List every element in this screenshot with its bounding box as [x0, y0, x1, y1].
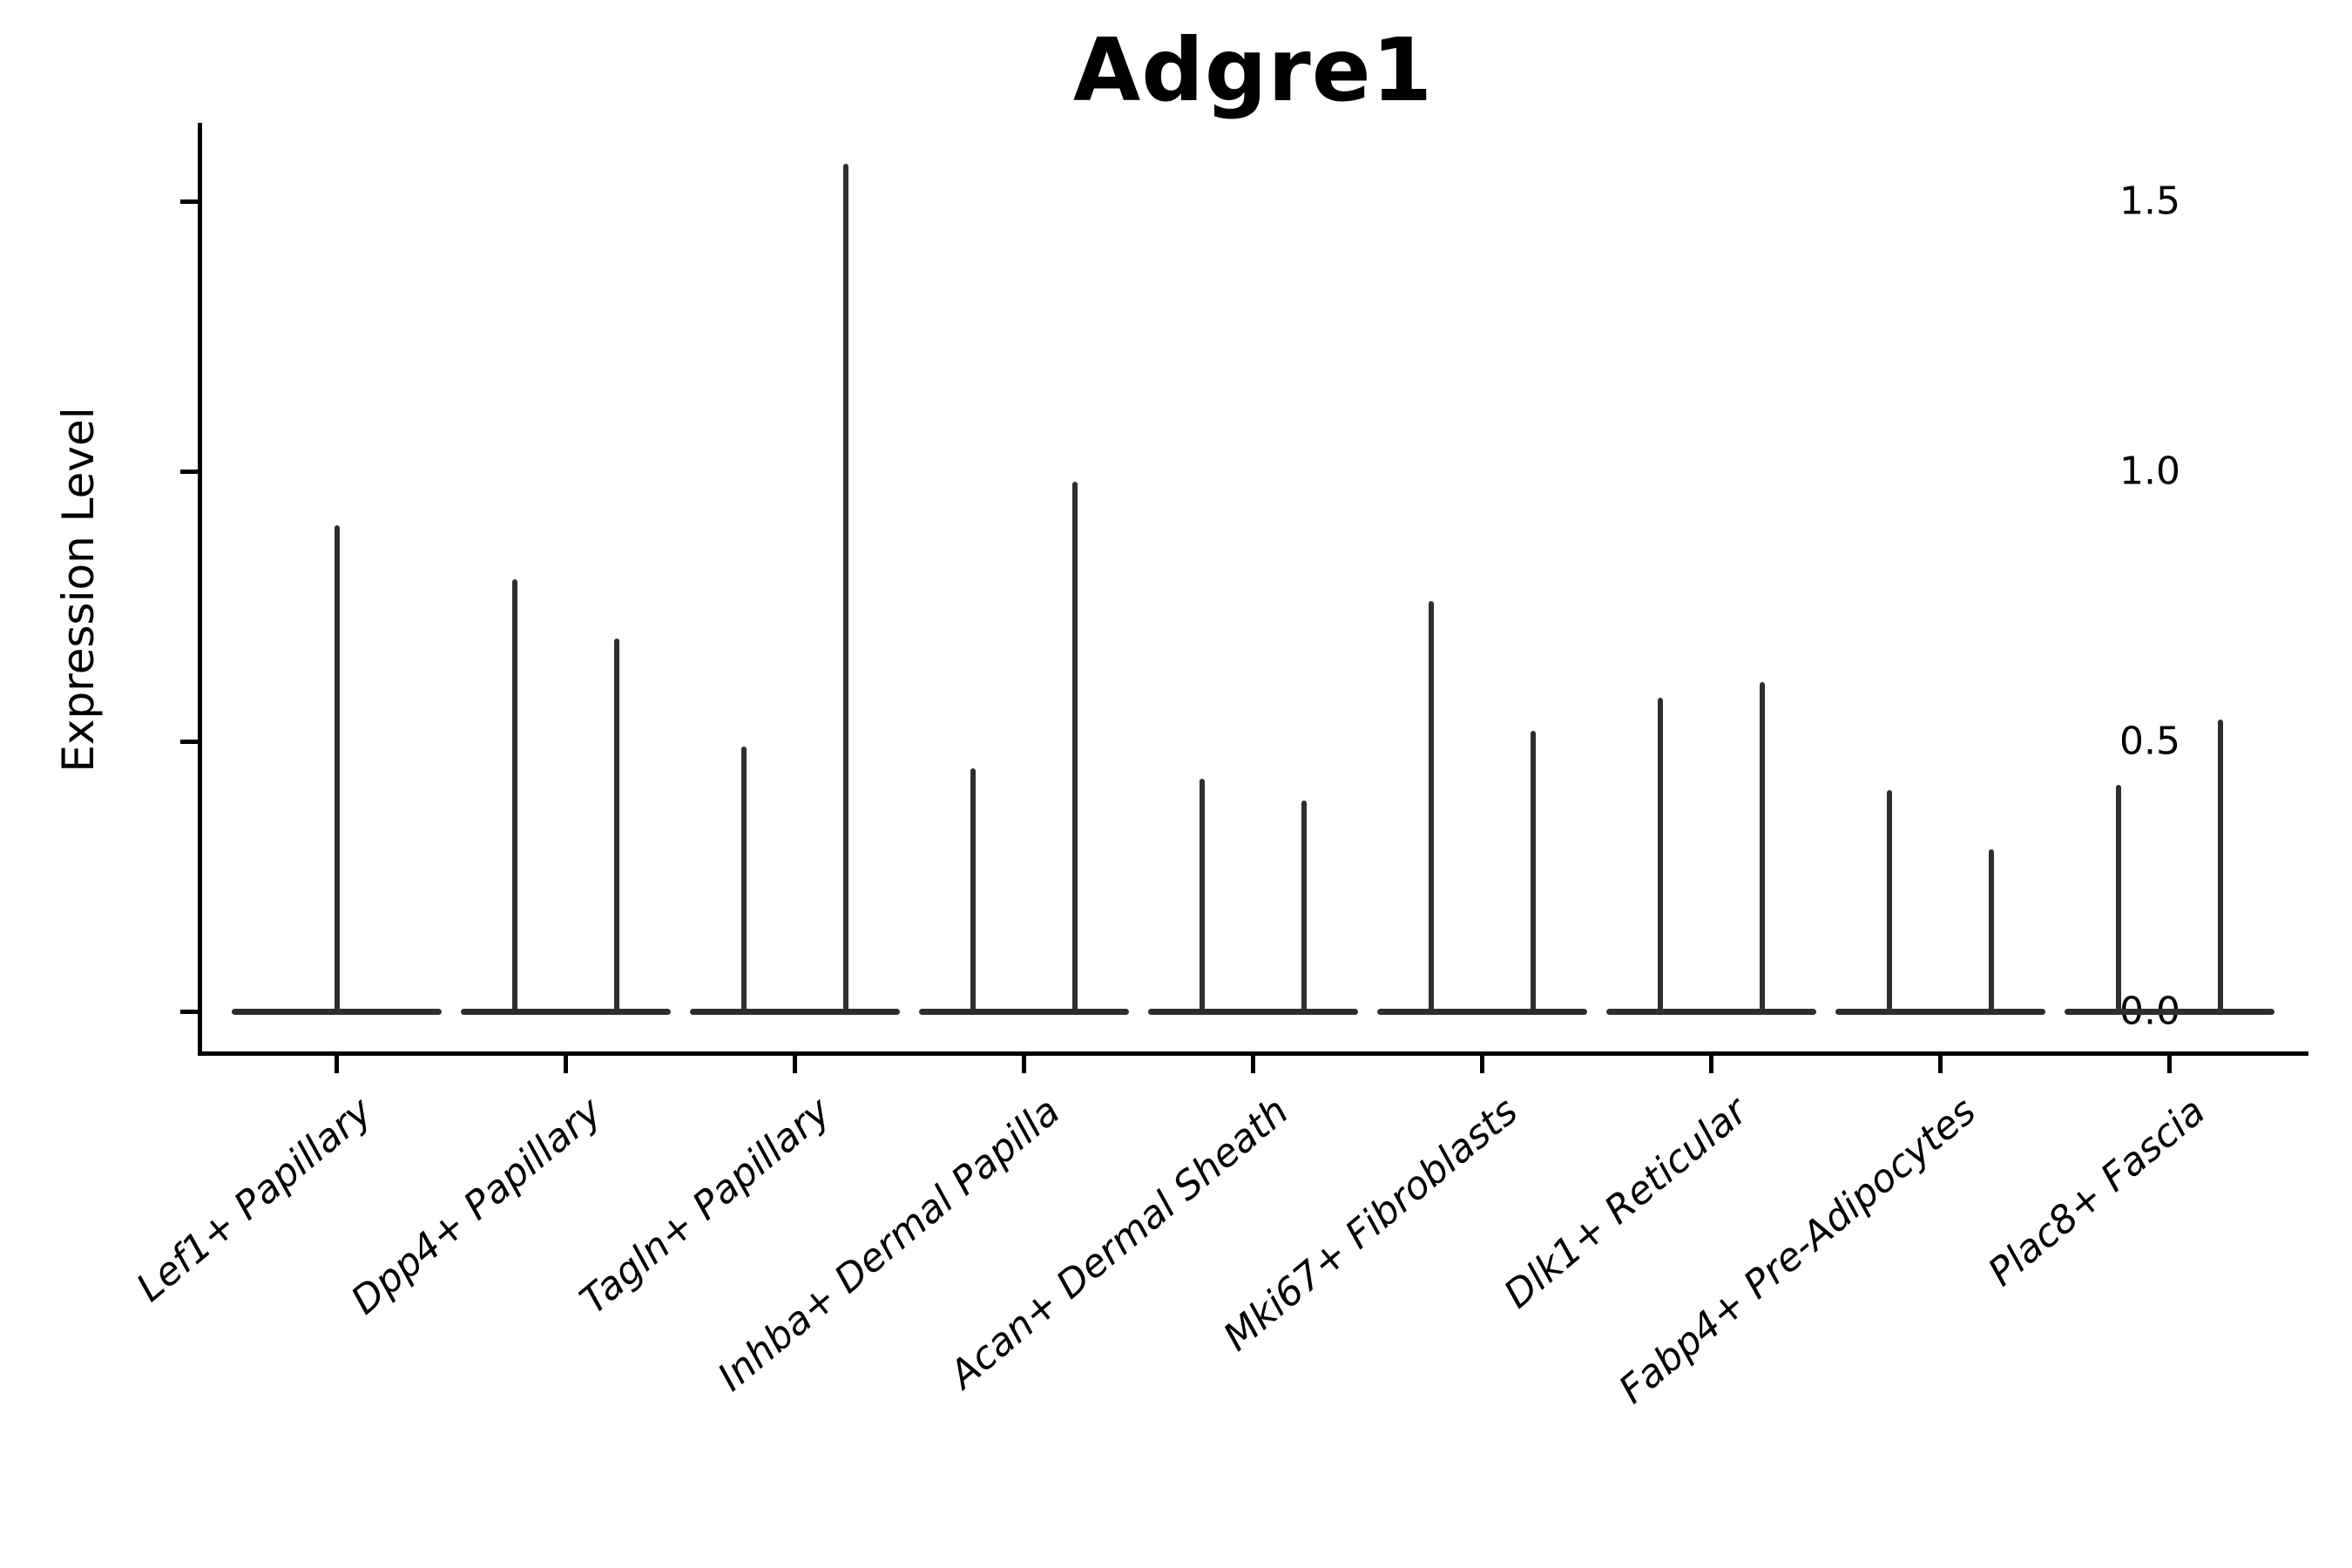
- violin-spike: [1657, 698, 1663, 1015]
- violin-spike: [1531, 730, 1537, 1015]
- x-category-label: Dlk1+ Reticular: [1495, 1089, 1756, 1318]
- y-tick: [180, 739, 198, 744]
- violin-spike: [1886, 789, 1892, 1015]
- y-tick: [180, 469, 198, 474]
- violin-spike: [1301, 801, 1308, 1015]
- x-category-label: Tagln+ Papillary: [571, 1089, 840, 1323]
- x-tick: [1022, 1056, 1026, 1073]
- violin-baseline: [1147, 1008, 1359, 1015]
- x-tick: [335, 1056, 339, 1073]
- violin-spike: [1428, 600, 1434, 1015]
- violin-spike: [1989, 849, 1995, 1015]
- y-tick-label: 1.0: [2119, 449, 2180, 494]
- violin-baseline: [460, 1008, 672, 1015]
- violin-spike: [1760, 681, 1766, 1015]
- y-tick: [180, 1009, 198, 1014]
- violin-baseline: [689, 1008, 901, 1015]
- violin-spike: [2218, 720, 2224, 1015]
- x-tick: [564, 1056, 568, 1073]
- violin-spike: [511, 579, 517, 1015]
- violin-baseline: [1376, 1008, 1588, 1015]
- violin-baseline: [1835, 1008, 2046, 1015]
- y-tick-label: 1.5: [2119, 179, 2180, 224]
- violin-spike: [843, 163, 849, 1015]
- chart-title: Adgre1: [1072, 19, 1434, 121]
- violin-spike: [1072, 482, 1078, 1015]
- x-tick: [1709, 1056, 1713, 1073]
- violin-baseline: [1605, 1008, 1817, 1015]
- violin-spike: [1199, 779, 1205, 1015]
- y-tick: [180, 199, 198, 204]
- violin-spike: [2115, 784, 2121, 1015]
- y-axis-label: Expression Level: [53, 407, 104, 773]
- x-tick: [793, 1056, 797, 1073]
- x-axis-spine: [198, 1051, 2308, 1056]
- x-tick: [1251, 1056, 1255, 1073]
- x-tick: [1480, 1056, 1484, 1073]
- x-category-label: Plac8+ Fascia: [1980, 1089, 2214, 1295]
- x-category-label: Fabp4+ Pre-Adipocytes: [1611, 1089, 1985, 1413]
- y-tick-label: 0.5: [2119, 719, 2180, 764]
- x-category-label: Dpp4+ Papillary: [342, 1089, 611, 1324]
- y-axis-spine: [198, 123, 202, 1056]
- x-tick: [1938, 1056, 1943, 1073]
- violin-spike: [614, 639, 620, 1015]
- x-category-label: Lef1+ Papillary: [128, 1089, 382, 1311]
- violin-spike: [970, 768, 976, 1015]
- violin-spike: [740, 747, 747, 1015]
- violin-baseline: [918, 1008, 1130, 1015]
- violin-baseline: [2064, 1008, 2275, 1015]
- violin-spike: [334, 525, 340, 1015]
- x-tick: [2167, 1056, 2172, 1073]
